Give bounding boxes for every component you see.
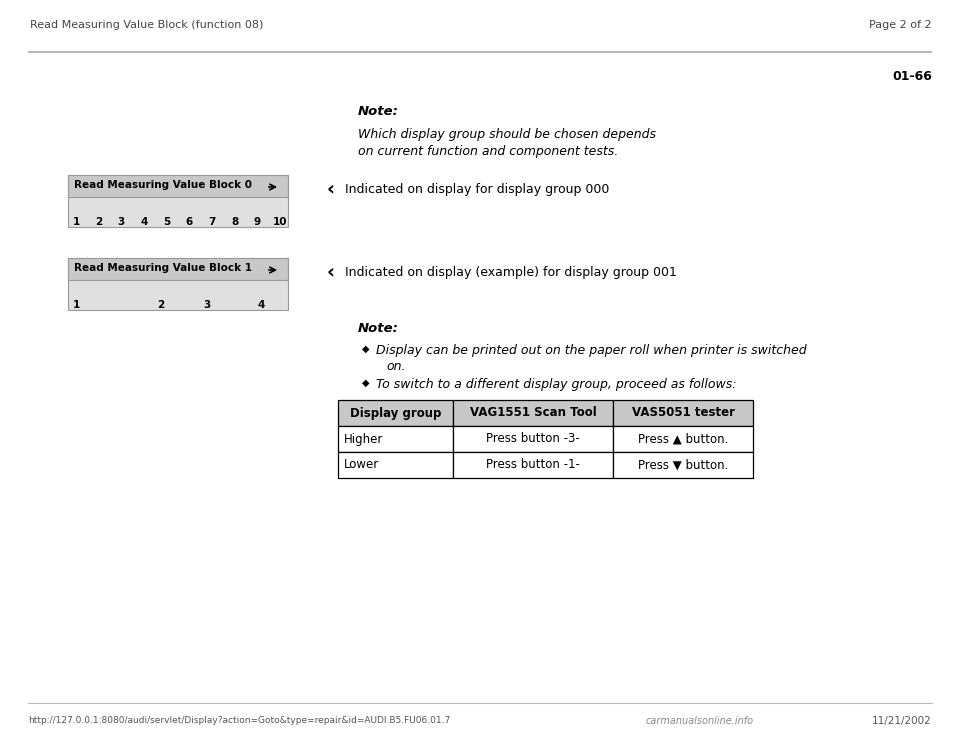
Text: Page 2 of 2: Page 2 of 2 [870, 20, 932, 30]
Bar [453, 426, 613, 452]
Text: Press button -1-: Press button -1- [486, 459, 580, 471]
Bar [68, 175, 288, 227]
Text: 3: 3 [203, 300, 210, 310]
Text: Indicated on display for display group 000: Indicated on display for display group 0… [345, 183, 610, 196]
Text: 3: 3 [118, 217, 125, 227]
Text: Indicated on display (example) for display group 001: Indicated on display (example) for displ… [345, 266, 677, 279]
Text: 9: 9 [253, 217, 261, 227]
Text: 6: 6 [185, 217, 193, 227]
Text: on current function and component tests.: on current function and component tests. [358, 145, 618, 158]
Text: To switch to a different display group, proceed as follows:: To switch to a different display group, … [376, 378, 736, 391]
Text: Read Measuring Value Block (function 08): Read Measuring Value Block (function 08) [30, 20, 263, 30]
Text: ‹: ‹ [326, 180, 334, 199]
Bar [453, 452, 613, 478]
Text: Which display group should be chosen depends: Which display group should be chosen dep… [358, 128, 656, 141]
Text: Higher: Higher [344, 433, 383, 445]
Text: 4: 4 [140, 217, 148, 227]
Text: 01-66: 01-66 [892, 70, 932, 83]
Text: Press ▼ button.: Press ▼ button. [637, 459, 729, 471]
Bar [338, 400, 453, 426]
Bar [68, 175, 288, 197]
Text: 11/21/2002: 11/21/2002 [873, 716, 932, 726]
Text: 2: 2 [95, 217, 103, 227]
Text: carmanualsonline.info: carmanualsonline.info [646, 716, 754, 726]
Text: Press button -3-: Press button -3- [486, 433, 580, 445]
Text: http://127.0.0.1:8080/audi/servlet/Display?action=Goto&type=repair&id=AUDI.B5.FU: http://127.0.0.1:8080/audi/servlet/Displ… [28, 716, 450, 725]
Text: ‹: ‹ [326, 263, 334, 281]
Text: Display can be printed out on the paper roll when printer is switched: Display can be printed out on the paper … [376, 344, 806, 357]
Text: 10: 10 [273, 217, 287, 227]
Bar [613, 400, 753, 426]
Text: 8: 8 [231, 217, 238, 227]
Text: 2: 2 [156, 300, 164, 310]
Bar [68, 258, 288, 310]
Text: 4: 4 [258, 300, 265, 310]
Text: Note:: Note: [358, 105, 398, 118]
Text: 1: 1 [72, 300, 80, 310]
Text: Display group: Display group [349, 407, 442, 419]
Bar [338, 452, 453, 478]
Text: Note:: Note: [358, 322, 398, 335]
Text: Press ▲ button.: Press ▲ button. [637, 433, 729, 445]
Bar [338, 426, 453, 452]
Text: Read Measuring Value Block 1: Read Measuring Value Block 1 [74, 263, 252, 273]
Text: 5: 5 [163, 217, 170, 227]
Text: 7: 7 [208, 217, 216, 227]
Text: VAG1551 Scan Tool: VAG1551 Scan Tool [469, 407, 596, 419]
Text: Read Measuring Value Block 0: Read Measuring Value Block 0 [74, 180, 252, 190]
Bar [613, 452, 753, 478]
Text: VAS5051 tester: VAS5051 tester [632, 407, 734, 419]
Text: on.: on. [386, 360, 405, 373]
Bar [613, 426, 753, 452]
Text: Lower: Lower [344, 459, 379, 471]
Bar [453, 400, 613, 426]
Text: ◆: ◆ [362, 344, 370, 354]
Text: ◆: ◆ [362, 378, 370, 388]
Text: 1: 1 [72, 217, 80, 227]
Bar [68, 258, 288, 280]
